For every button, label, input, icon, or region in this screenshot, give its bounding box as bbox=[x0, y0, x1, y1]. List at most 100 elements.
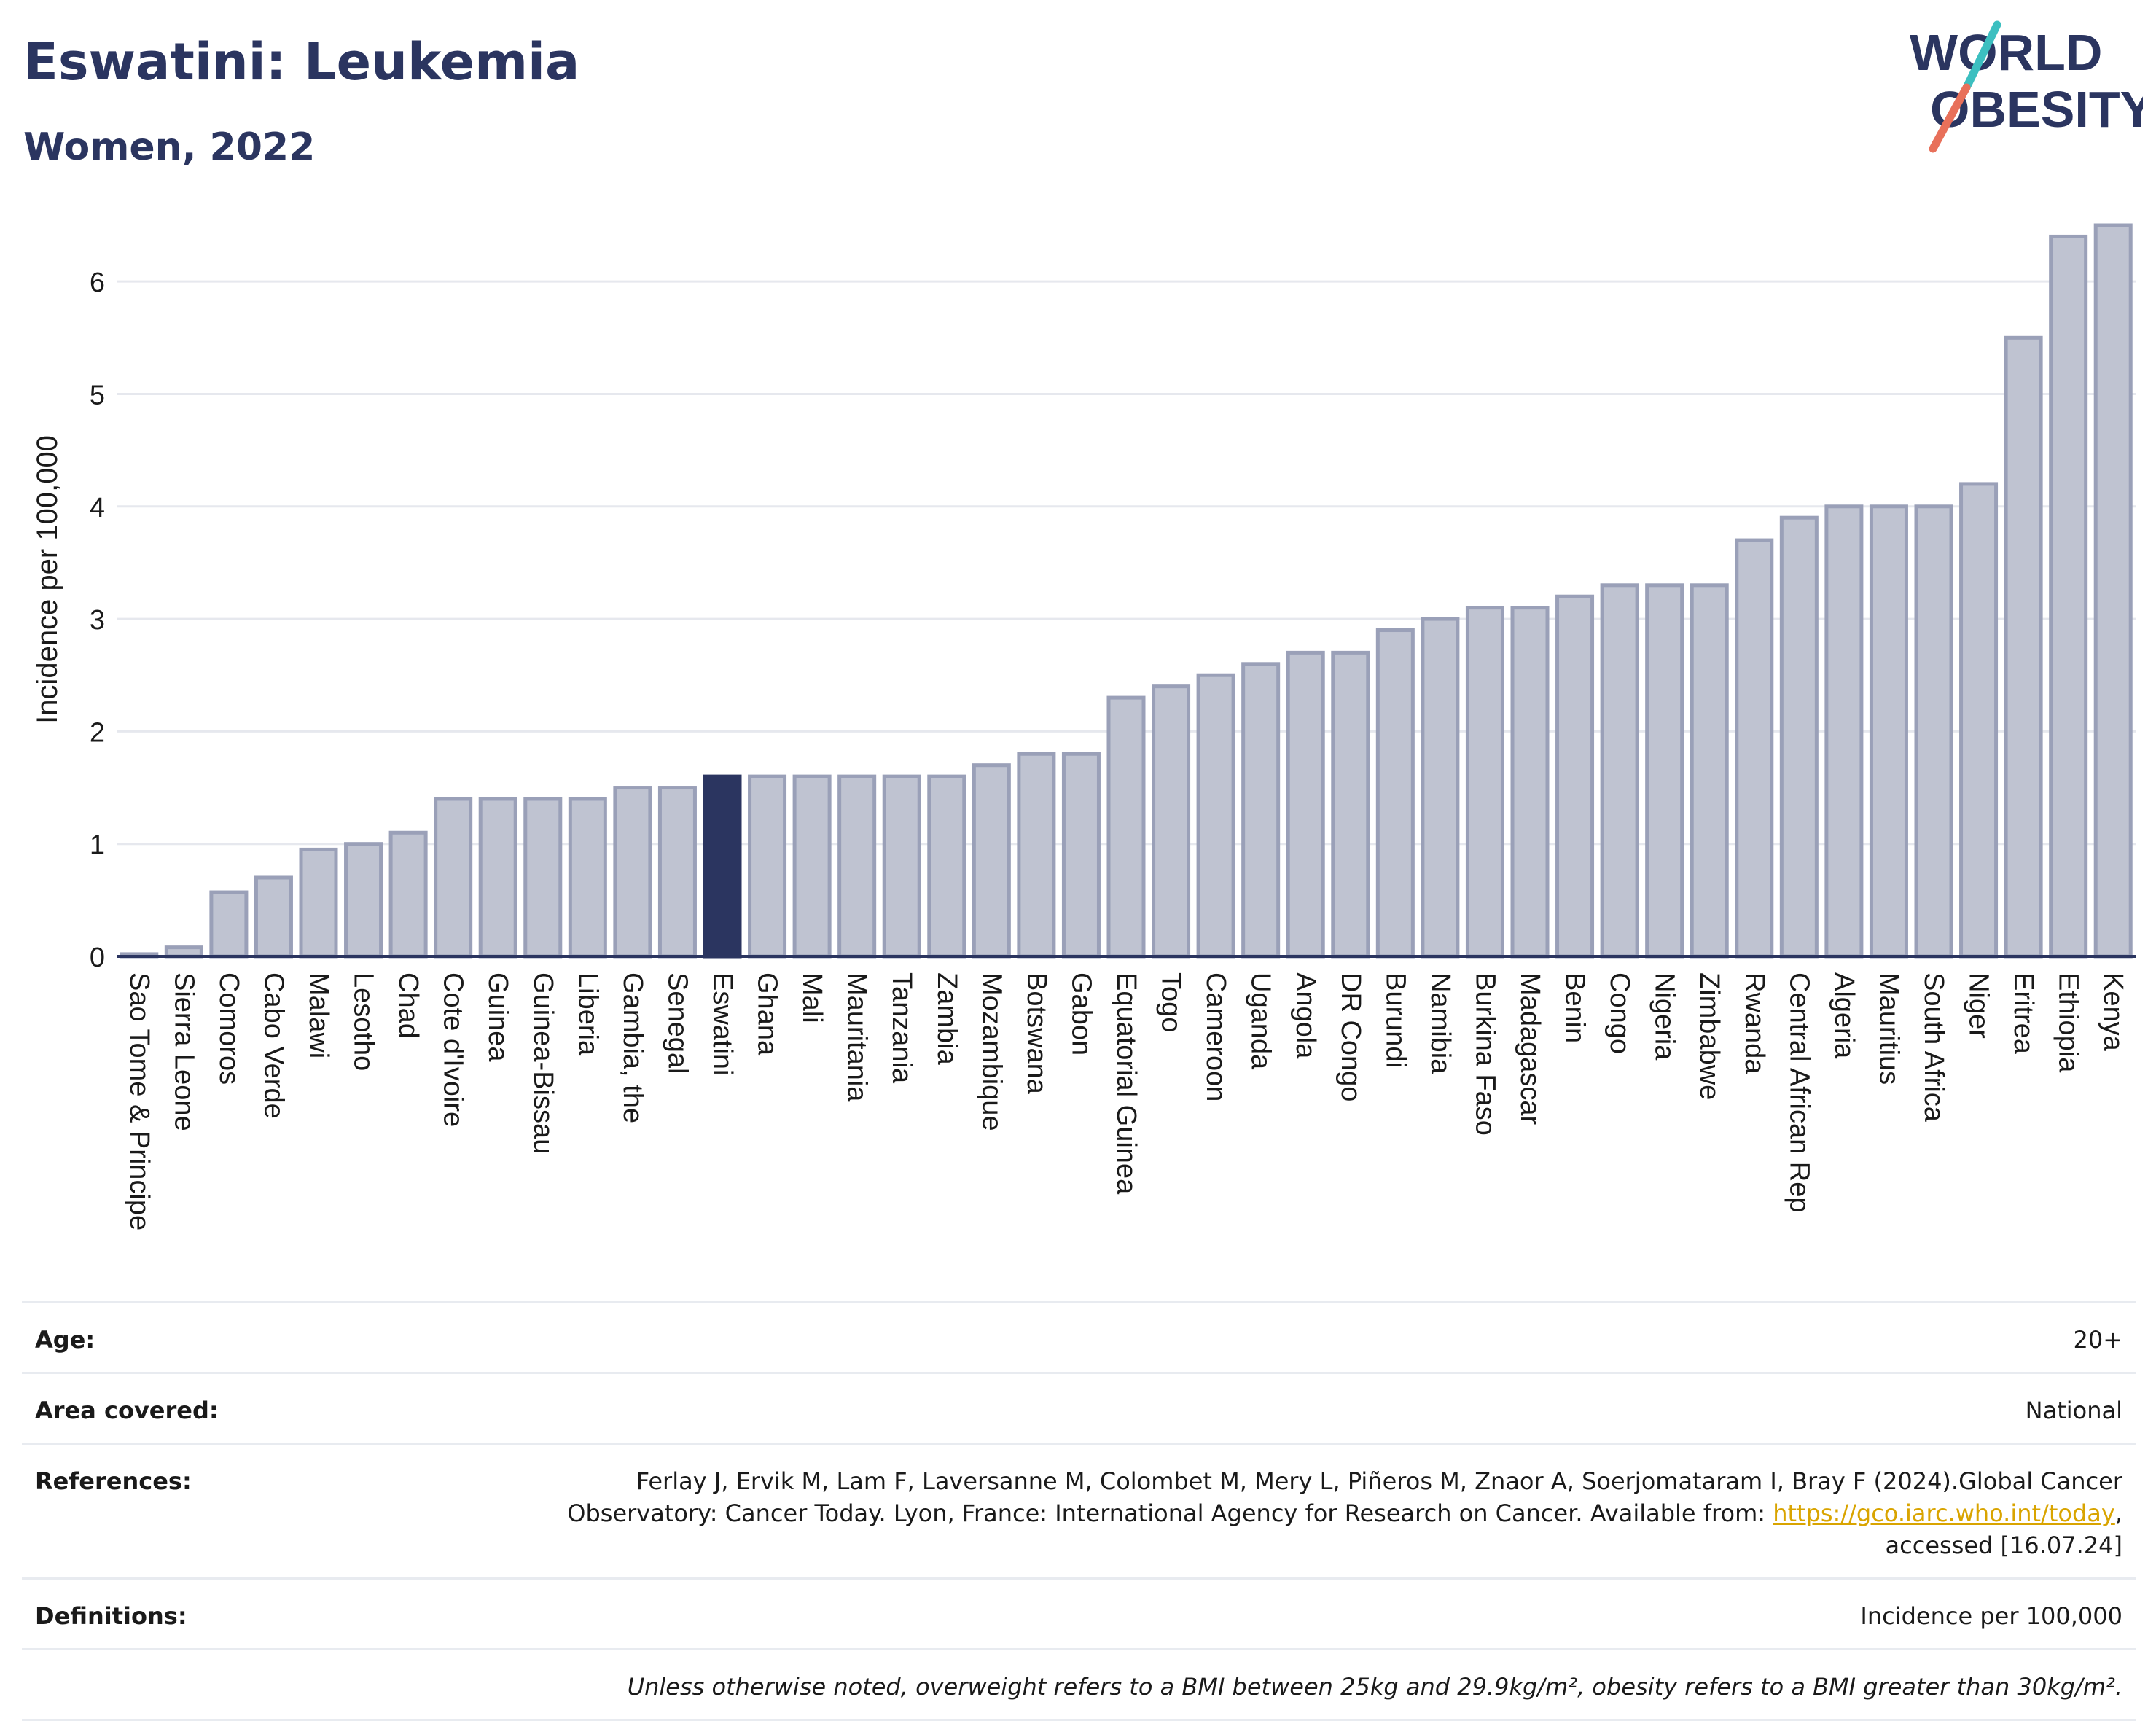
x-tick-label: Eswatini bbox=[707, 972, 738, 1076]
x-tick-label: Equatorial Guinea bbox=[1111, 972, 1141, 1195]
area-value: National bbox=[2025, 1397, 2122, 1424]
x-tick-label: Angola bbox=[1290, 972, 1321, 1059]
x-tick-label: Rwanda bbox=[1739, 972, 1770, 1074]
x-tick-label: Eritrea bbox=[2008, 972, 2039, 1055]
x-tick-label: Comoros bbox=[214, 972, 244, 1085]
bar bbox=[1690, 583, 1729, 959]
x-tick-label: Cabo Verde bbox=[258, 972, 289, 1119]
bar bbox=[1061, 752, 1101, 959]
x-tick-label: Benin bbox=[1560, 972, 1590, 1043]
x-tick-label: Mauritania bbox=[842, 972, 872, 1102]
x-tick-label: Uganda bbox=[1246, 972, 1276, 1070]
bar bbox=[748, 774, 787, 959]
bar bbox=[2093, 223, 2133, 959]
bar bbox=[568, 797, 607, 959]
logo-slash-bottom bbox=[1929, 83, 1971, 153]
x-tick-label: Sao Tome & Principe bbox=[124, 972, 155, 1230]
x-tick-label: South Africa bbox=[1918, 972, 1949, 1123]
bar bbox=[478, 797, 517, 959]
x-tick-label: Malawi bbox=[303, 972, 334, 1058]
bar bbox=[209, 890, 249, 959]
y-tick-label: 3 bbox=[90, 605, 105, 636]
y-tick-label: 5 bbox=[90, 380, 105, 410]
references-label: References: bbox=[35, 1467, 192, 1495]
logo-slash-top bbox=[1962, 20, 2001, 92]
metadata-table: Age: 20+ Area covered: National Referenc… bbox=[22, 1301, 2136, 1721]
references-text: Observatory: Cancer Today. Lyon, France:… bbox=[567, 1499, 1773, 1527]
x-tick-label: Sierra Leone bbox=[168, 972, 199, 1131]
bar bbox=[613, 786, 652, 959]
x-tick-label: Mauritius bbox=[1873, 972, 1904, 1085]
bar bbox=[1017, 752, 1056, 959]
y-tick-label: 4 bbox=[90, 493, 105, 523]
references-value: Ferlay J, Ervik M, Lam F, Laversanne M, … bbox=[399, 1465, 2122, 1561]
meta-row-note: Unless otherwise noted, overweight refer… bbox=[22, 1648, 2136, 1721]
bar bbox=[523, 797, 563, 959]
bar bbox=[1914, 504, 1953, 959]
x-tick-label: Madagascar bbox=[1515, 972, 1545, 1125]
bar bbox=[1286, 650, 1325, 959]
bar bbox=[299, 847, 338, 959]
x-tick-label: Mozambique bbox=[976, 972, 1007, 1131]
bar bbox=[344, 842, 383, 959]
bar bbox=[1106, 695, 1146, 959]
definitions-label: Definitions: bbox=[35, 1602, 187, 1630]
y-tick-label: 6 bbox=[90, 268, 105, 298]
x-tick-label: Burundi bbox=[1380, 972, 1410, 1068]
references-link[interactable]: https://gco.iarc.who.int/today bbox=[1773, 1499, 2115, 1527]
x-tick-label: Lesotho bbox=[348, 972, 379, 1071]
meta-row-definitions: Definitions: Incidence per 100,000 bbox=[22, 1577, 2136, 1648]
bar bbox=[388, 830, 428, 959]
references-line-1: Ferlay J, Ervik M, Lam F, Laversanne M, … bbox=[636, 1467, 2122, 1495]
bar bbox=[254, 875, 293, 959]
x-tick-label: Togo bbox=[1156, 972, 1187, 1032]
meta-row-area: Area covered: National bbox=[22, 1372, 2136, 1443]
page-title: Eswatini: Leukemia bbox=[23, 32, 580, 92]
bar bbox=[1959, 482, 1999, 959]
logo-line1: WORLD bbox=[1910, 24, 2102, 81]
x-tick-label: Niger bbox=[1964, 972, 1994, 1039]
bar bbox=[927, 774, 966, 959]
x-tick-labels: Sao Tome & Principe Sierra Leone Comoros Ca… bbox=[124, 972, 2128, 1230]
bar bbox=[972, 763, 1011, 959]
bar bbox=[1510, 606, 1550, 959]
x-tick-label: Zambia bbox=[931, 972, 962, 1066]
bar bbox=[1241, 662, 1281, 959]
x-tick-label: Gambia, the bbox=[617, 972, 648, 1123]
x-tick-label: Cote d'Ivoire bbox=[438, 972, 469, 1127]
x-tick-label: Tanzania bbox=[886, 972, 917, 1084]
world-obesity-logo: WORLD OBESITY bbox=[1910, 20, 2143, 153]
bar bbox=[1152, 684, 1191, 959]
x-tick-label: Cameroon bbox=[1200, 972, 1231, 1101]
bar bbox=[434, 797, 473, 959]
page-subtitle: Women, 2022 bbox=[23, 125, 316, 169]
x-tick-label: Guinea bbox=[483, 972, 513, 1062]
bar bbox=[1331, 650, 1370, 959]
x-tick-label: Algeria bbox=[1829, 972, 1859, 1059]
y-tick-label: 2 bbox=[90, 717, 105, 748]
x-tick-label: Guinea-Bissau bbox=[528, 972, 558, 1154]
bar bbox=[2049, 234, 2088, 959]
x-tick-label: Ghana bbox=[752, 972, 783, 1056]
bar bbox=[1645, 583, 1684, 959]
bar bbox=[1779, 515, 1819, 959]
area-label: Area covered: bbox=[35, 1397, 219, 1424]
bar bbox=[792, 774, 832, 959]
x-tick-label: DR Congo bbox=[1335, 972, 1366, 1101]
bmi-note: Unless otherwise noted, overweight refer… bbox=[627, 1673, 2122, 1701]
bar bbox=[1196, 673, 1235, 959]
bars bbox=[120, 223, 2133, 959]
x-tick-label: Liberia bbox=[572, 972, 603, 1056]
x-tick-label: Zimbabwe bbox=[1694, 972, 1725, 1100]
bar bbox=[1735, 538, 1774, 959]
bar bbox=[657, 786, 697, 959]
bar bbox=[703, 774, 742, 959]
x-tick-label: Chad bbox=[393, 972, 423, 1039]
x-tick-label: Central African Rep bbox=[1784, 972, 1814, 1213]
x-tick-label: Congo bbox=[1604, 972, 1635, 1054]
meta-row-age: Age: 20+ bbox=[22, 1301, 2136, 1372]
y-tick-labels: 0 1 2 3 4 5 6 bbox=[90, 268, 105, 973]
x-tick-label: Senegal bbox=[662, 972, 692, 1074]
x-tick-label: Gabon bbox=[1066, 972, 1096, 1055]
bar bbox=[1869, 504, 1908, 959]
